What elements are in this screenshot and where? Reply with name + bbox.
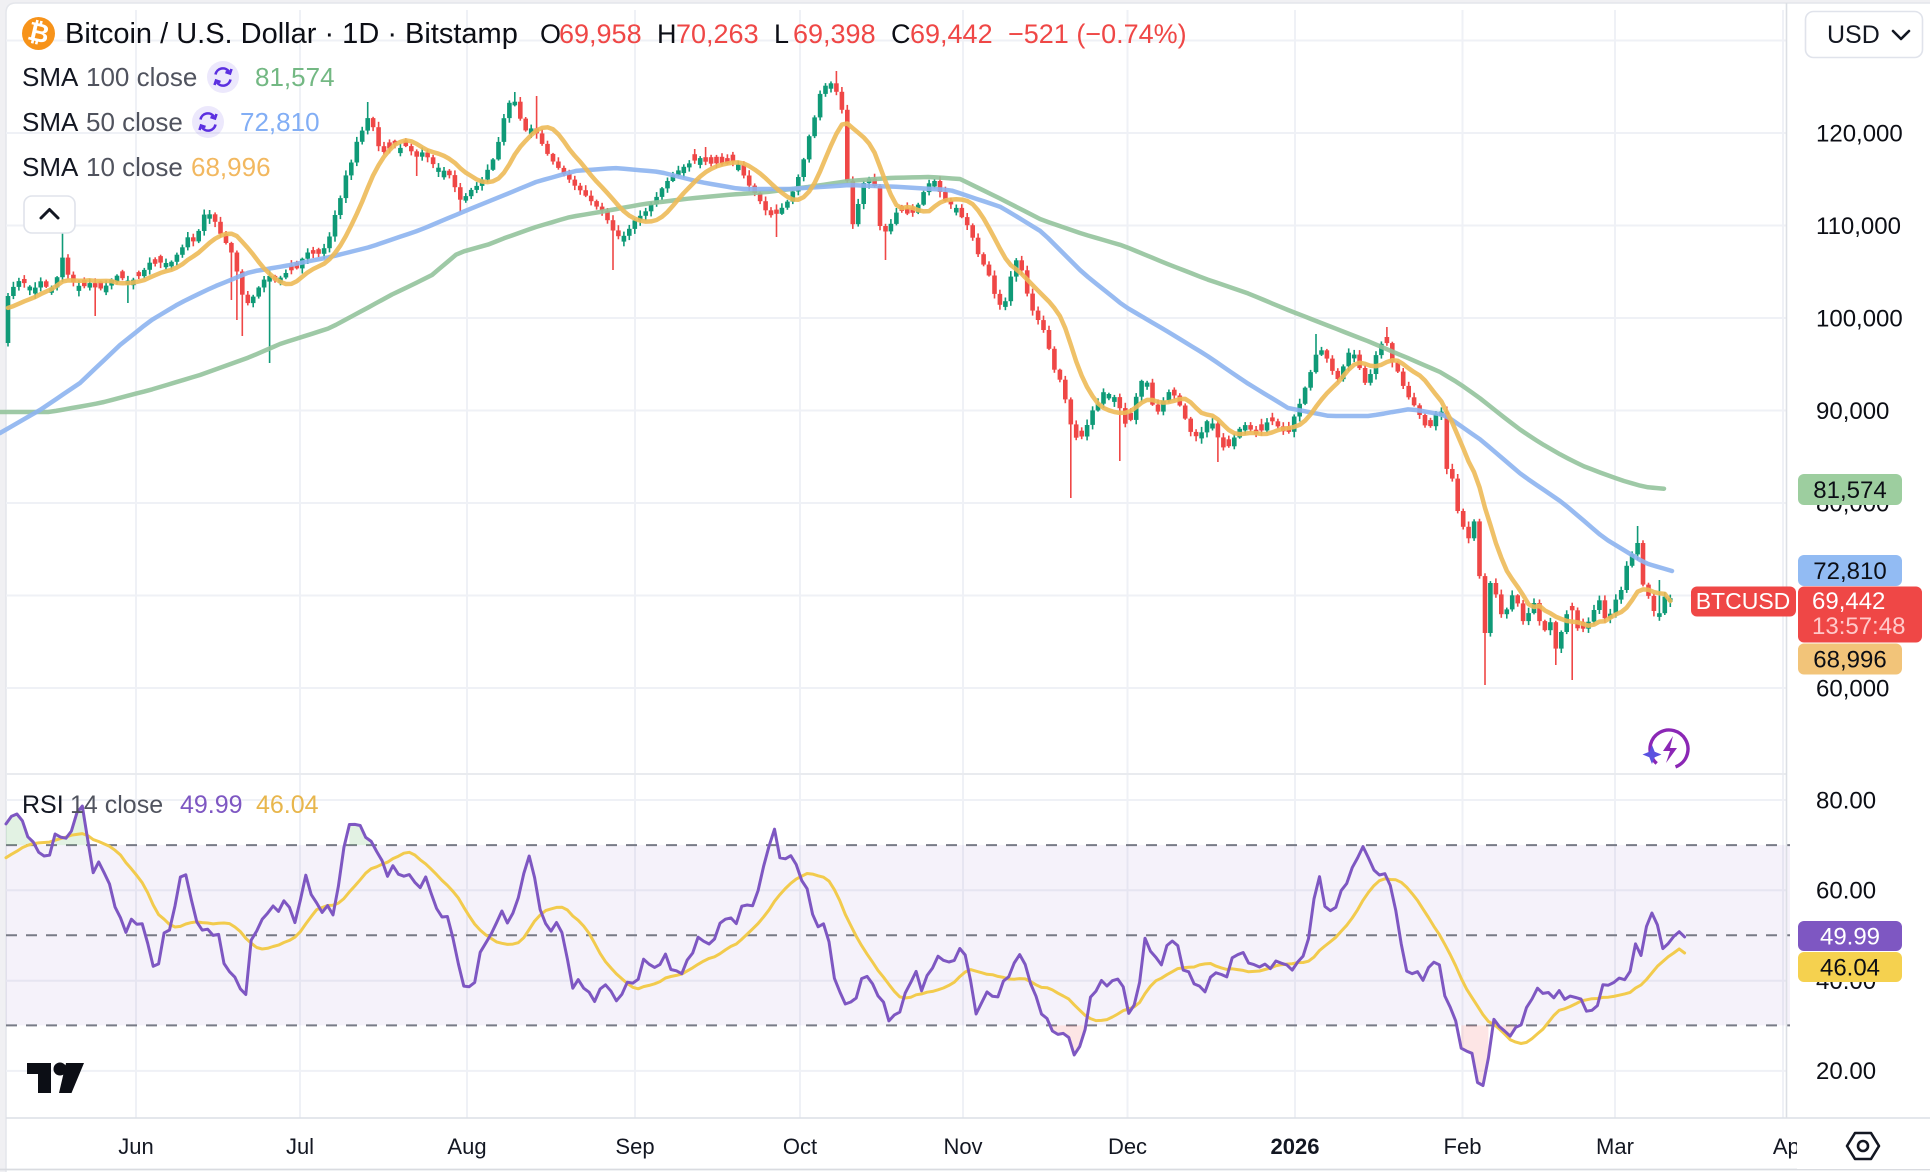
svg-text:Dec: Dec [1108, 1134, 1147, 1159]
svg-text:USD: USD [1827, 21, 1880, 49]
svg-text:Nov: Nov [943, 1134, 982, 1159]
svg-text:69,442: 69,442 [910, 19, 993, 49]
svg-text:60,000: 60,000 [1816, 676, 1889, 703]
svg-text:49.99: 49.99 [180, 791, 243, 819]
svg-text:60.00: 60.00 [1816, 878, 1876, 905]
svg-text:SMA: SMA [22, 62, 79, 92]
svg-text:10 close: 10 close [86, 152, 183, 182]
svg-text:81,574: 81,574 [1813, 477, 1886, 504]
svg-text:Mar: Mar [1596, 1134, 1634, 1159]
svg-text:68,996: 68,996 [191, 152, 271, 182]
svg-text:120,000: 120,000 [1816, 121, 1903, 148]
svg-text:46.04: 46.04 [256, 791, 319, 819]
svg-text:SMA: SMA [22, 107, 79, 137]
svg-text:O: O [540, 19, 561, 49]
svg-text:Oct: Oct [783, 1134, 817, 1159]
svg-text:H: H [657, 19, 677, 49]
svg-text:C: C [891, 19, 911, 49]
svg-text:50 close: 50 close [86, 107, 183, 137]
svg-text:Bitcoin / U.S. Dollar · 1D · B: Bitcoin / U.S. Dollar · 1D · Bitstamp [65, 18, 518, 50]
svg-text:49.99: 49.99 [1820, 924, 1880, 951]
svg-text:80.00: 80.00 [1816, 788, 1876, 815]
svg-text:70,263: 70,263 [676, 19, 759, 49]
svg-text:−521 (−0.74%): −521 (−0.74%) [1008, 19, 1187, 49]
svg-text:69,398: 69,398 [793, 19, 876, 49]
svg-text:Jun: Jun [118, 1134, 153, 1159]
svg-text:RSI: RSI [22, 791, 64, 819]
svg-text:L: L [774, 19, 789, 49]
svg-text:81,574: 81,574 [255, 62, 335, 92]
svg-text:69,442: 69,442 [1812, 588, 1885, 615]
svg-text:72,810: 72,810 [1813, 558, 1886, 585]
svg-text:100,000: 100,000 [1816, 306, 1903, 333]
svg-text:20.00: 20.00 [1816, 1058, 1876, 1085]
svg-text:13:57:48: 13:57:48 [1812, 613, 1905, 640]
svg-text:Aug: Aug [447, 1134, 486, 1159]
svg-text:90,000: 90,000 [1816, 398, 1889, 425]
svg-text:2026: 2026 [1271, 1134, 1320, 1159]
svg-text:Jul: Jul [286, 1134, 314, 1159]
svg-text:68,996: 68,996 [1813, 647, 1886, 674]
svg-text:72,810: 72,810 [240, 107, 320, 137]
svg-text:100 close: 100 close [86, 62, 197, 92]
svg-text:Sep: Sep [615, 1134, 654, 1159]
svg-text:110,000: 110,000 [1816, 213, 1901, 240]
svg-text:46.04: 46.04 [1820, 955, 1880, 982]
svg-text:14 close: 14 close [70, 791, 163, 819]
svg-text:Feb: Feb [1444, 1134, 1482, 1159]
svg-text:69,958: 69,958 [559, 19, 642, 49]
svg-text:BTCUSD: BTCUSD [1696, 588, 1791, 614]
svg-text:SMA: SMA [22, 152, 79, 182]
